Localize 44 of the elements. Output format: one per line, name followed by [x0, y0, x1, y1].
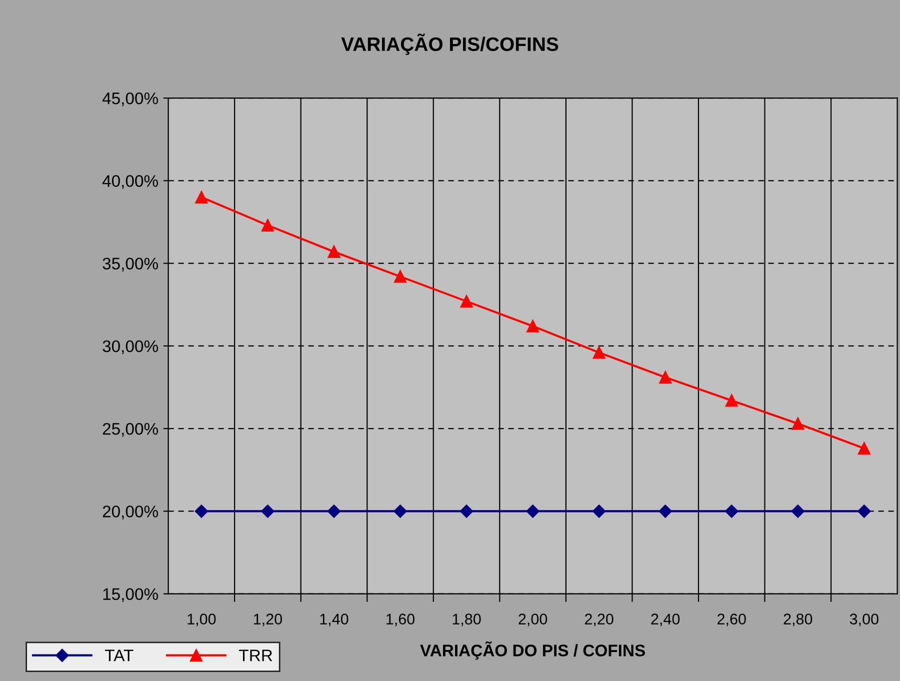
- point: [526, 320, 540, 332]
- x-tick-label: 1,60: [386, 614, 415, 626]
- point: [725, 504, 738, 518]
- legend-label: TRR: [239, 650, 272, 662]
- y-tick-label: 20,00%: [102, 506, 158, 520]
- y-tick-label: 35,00%: [102, 258, 158, 272]
- x-axis-title: VARIAÇÃO DO PIS / COFINS: [420, 641, 645, 660]
- x-tick-label: 2,20: [584, 614, 614, 626]
- y-tick-label: 40,00%: [102, 175, 158, 189]
- point: [195, 190, 208, 204]
- point: [858, 504, 871, 518]
- legend-label: TAT: [105, 650, 134, 662]
- x-tick-label: 2,40: [651, 614, 680, 626]
- point: [725, 394, 738, 407]
- point: [858, 442, 870, 455]
- point: [327, 504, 341, 518]
- x-tick-label: 3,00: [850, 614, 878, 626]
- x-tick-label: 1,20: [254, 614, 282, 626]
- x-tick-label: 1,80: [452, 614, 481, 626]
- point: [791, 504, 804, 518]
- point: [394, 270, 407, 283]
- point: [194, 504, 208, 518]
- x-tick-label: 2,60: [718, 614, 746, 626]
- point: [460, 295, 473, 308]
- point: [658, 504, 672, 518]
- y-tick-label: 30,00%: [102, 340, 158, 354]
- point: [526, 504, 540, 518]
- point: [460, 504, 474, 518]
- y-tick-label: 45,00%: [102, 92, 158, 106]
- y-tick-label: 15,00%: [103, 588, 158, 602]
- chart-title: VARIAÇÃO PIS/COFINS: [341, 34, 558, 55]
- point: [261, 219, 274, 232]
- point: [792, 417, 804, 430]
- x-tick-label: 1,00: [188, 614, 216, 626]
- point: [261, 504, 274, 518]
- point: [659, 371, 672, 384]
- y-tick-label: 25,00%: [102, 422, 158, 437]
- point: [394, 504, 407, 518]
- x-tick-label: 2,80: [784, 614, 812, 626]
- point: [592, 346, 606, 359]
- point: [328, 246, 340, 258]
- x-tick-label: 2,00: [518, 614, 548, 626]
- point: [592, 504, 606, 518]
- x-tick-label: 1,40: [320, 614, 348, 626]
